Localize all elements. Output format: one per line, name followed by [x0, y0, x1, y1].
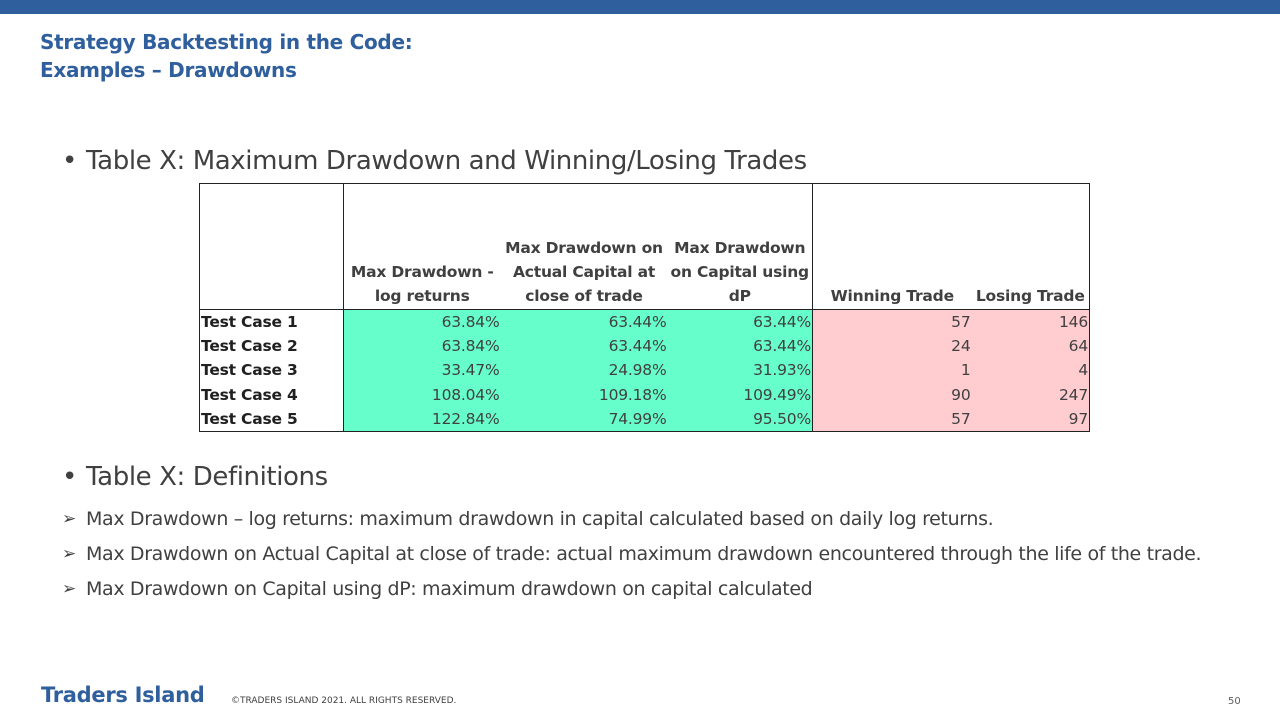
table-cell: 74.99%	[500, 406, 668, 432]
row-label: Test Case 4	[199, 382, 344, 407]
table-header-cell: Winning Trade	[812, 183, 972, 310]
table-header-row: Max Drawdown - log returns Max Drawdown …	[199, 183, 1090, 310]
bullet-dot: •	[62, 146, 77, 176]
table-cell: 63.44%	[500, 334, 668, 359]
table-cell: 63.44%	[667, 309, 813, 334]
table-row: Test Case 5 122.84% 74.99% 95.50% 57 97	[199, 406, 1090, 432]
drawdown-table: Max Drawdown - log returns Max Drawdown …	[199, 183, 1090, 432]
table-cell: 1	[812, 358, 972, 383]
table-cell: 122.84%	[343, 406, 501, 432]
table-cell: 63.84%	[343, 334, 501, 359]
table-cell: 63.44%	[500, 309, 668, 334]
table-header-cell: Losing Trade	[971, 183, 1090, 310]
table-header-cell: Max Drawdown on Capital using dP	[667, 183, 813, 310]
definition-text: Max Drawdown on Capital using dP: maximu…	[86, 578, 813, 600]
table-cell: 63.44%	[667, 334, 813, 359]
table-cell: 95.50%	[667, 406, 813, 432]
slide-title-line-1: Strategy Backtesting in the Code:	[40, 30, 413, 54]
table-row: Test Case 2 63.84% 63.44% 63.44% 24 64	[199, 334, 1090, 359]
row-label: Test Case 5	[199, 406, 344, 432]
table-cell: 24.98%	[500, 358, 668, 383]
brand-logo: Traders Island	[41, 683, 205, 707]
table-cell: 64	[971, 334, 1090, 359]
table-header-cell: Max Drawdown - log returns	[343, 183, 501, 310]
table-cell: 63.84%	[343, 309, 501, 334]
arrow-bullet-icon: ➢	[62, 509, 76, 529]
table-cell: 90	[812, 382, 972, 407]
bullet-dot: •	[62, 462, 77, 492]
row-label: Test Case 2	[199, 334, 344, 359]
table-cell: 109.49%	[667, 382, 813, 407]
table-cell: 57	[812, 309, 972, 334]
table-cell: 109.18%	[500, 382, 668, 407]
table-header-cell: Max Drawdown on Actual Capital at close …	[500, 183, 668, 310]
table-row: Test Case 4 108.04% 109.18% 109.49% 90 2…	[199, 382, 1090, 407]
table-header-cell	[199, 183, 344, 310]
table-cell: 33.47%	[343, 358, 501, 383]
slide-title: Strategy Backtesting in the Code: Exampl…	[40, 28, 413, 84]
row-label: Test Case 3	[199, 358, 344, 383]
bullet-table-caption-text: Table X: Maximum Drawdown and Winning/Lo…	[86, 146, 807, 176]
definition-text: Max Drawdown – log returns: maximum draw…	[86, 508, 994, 530]
bullet-definitions: • Table X: Definitions	[62, 461, 328, 493]
definition-item: ➢ Max Drawdown on Actual Capital at clos…	[62, 542, 1232, 566]
table-cell: 24	[812, 334, 972, 359]
table-row: Test Case 3 33.47% 24.98% 31.93% 1 4	[199, 358, 1090, 383]
table-cell: 247	[971, 382, 1090, 407]
slide-title-line-2: Examples – Drawdowns	[40, 58, 297, 82]
arrow-bullet-icon: ➢	[62, 544, 76, 564]
table-cell: 4	[971, 358, 1090, 383]
table-cell: 57	[812, 406, 972, 432]
table-cell: 108.04%	[343, 382, 501, 407]
top-accent-bar	[0, 0, 1280, 14]
definition-item: ➢ Max Drawdown on Capital using dP: maxi…	[62, 577, 1232, 601]
arrow-bullet-icon: ➢	[62, 579, 76, 599]
definitions-list: ➢ Max Drawdown – log returns: maximum dr…	[62, 507, 1232, 612]
table-cell: 146	[971, 309, 1090, 334]
bullet-definitions-text: Table X: Definitions	[86, 462, 328, 492]
bullet-table-caption: • Table X: Maximum Drawdown and Winning/L…	[62, 145, 807, 177]
table-row: Test Case 1 63.84% 63.44% 63.44% 57 146	[199, 309, 1090, 334]
definition-text: Max Drawdown on Actual Capital at close …	[86, 543, 1202, 565]
copyright-notice: ©TRADERS ISLAND 2021. ALL RIGHTS RESERVE…	[231, 696, 457, 706]
table-cell: 31.93%	[667, 358, 813, 383]
row-label: Test Case 1	[199, 309, 344, 334]
table-cell: 97	[971, 406, 1090, 432]
page-number: 50	[1228, 696, 1241, 707]
definition-item: ➢ Max Drawdown – log returns: maximum dr…	[62, 507, 1232, 531]
